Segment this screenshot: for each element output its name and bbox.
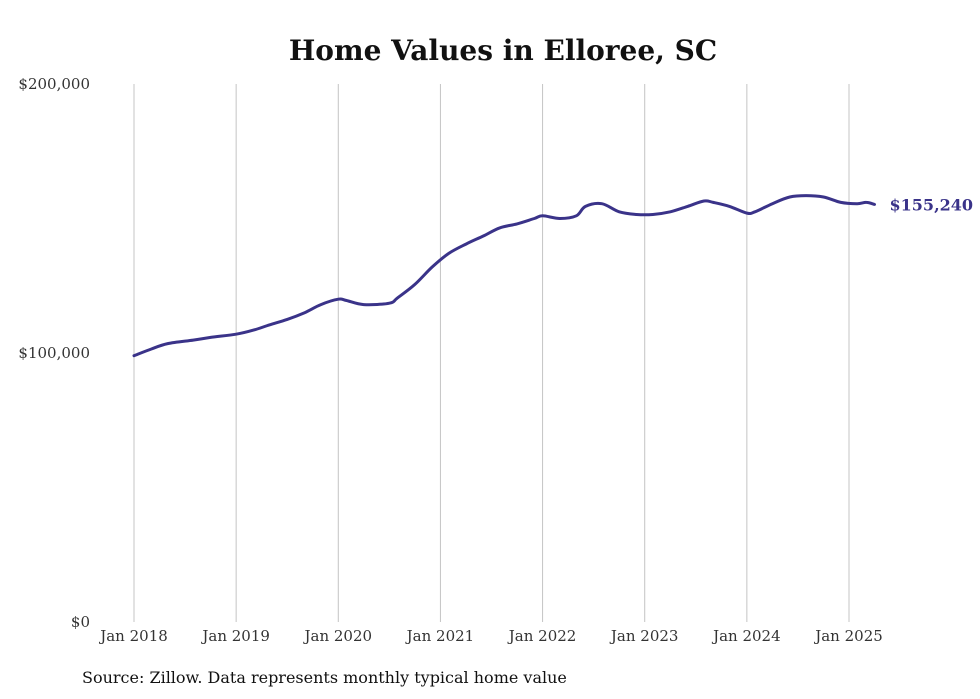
x-tick-label: Jan 2019 bbox=[200, 627, 270, 645]
x-tick-label: Jan 2022 bbox=[507, 627, 577, 645]
series-points bbox=[133, 195, 875, 356]
x-tick-label: Jan 2021 bbox=[405, 627, 475, 645]
series-line bbox=[132, 194, 876, 358]
x-axis: Jan 2018 Jan 2019 Jan 2020 Jan 2021 Jan 2022… bbox=[98, 627, 883, 645]
y-tick-label: $200,000 bbox=[18, 75, 90, 93]
chart-title: Home Values in Elloree, SC bbox=[289, 34, 717, 67]
x-tick-label: Jan 2020 bbox=[303, 627, 373, 645]
source-note: Source: Zillow. Data represents monthly … bbox=[82, 668, 567, 687]
y-tick-label: $0 bbox=[71, 613, 90, 631]
y-tick-label: $100,000 bbox=[18, 344, 90, 362]
gridlines bbox=[133, 84, 850, 622]
y-axis: $0 $100,000 $200,000 bbox=[18, 75, 90, 631]
x-tick-label: Jan 2024 bbox=[711, 627, 781, 645]
x-tick-label: Jan 2023 bbox=[609, 627, 679, 645]
end-value-label: $155,240 bbox=[890, 195, 974, 214]
x-tick-label: Jan 2025 bbox=[813, 627, 883, 645]
x-tick-label: Jan 2018 bbox=[98, 627, 168, 645]
